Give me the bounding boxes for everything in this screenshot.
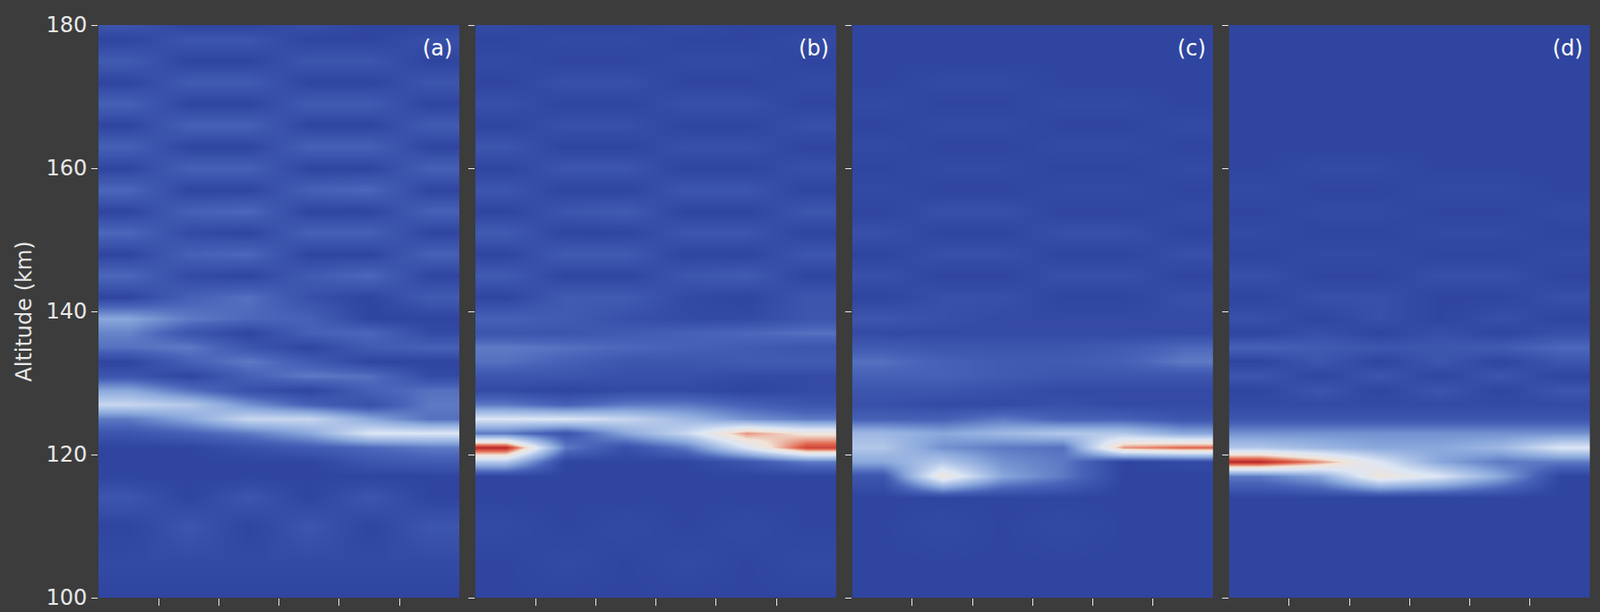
svg-text:(b): (b) [798,35,830,61]
svg-text:(c): (c) [1177,35,1207,61]
svg-text:120: 120 [45,442,87,468]
svg-text:180: 180 [45,12,87,38]
svg-text:(d): (d) [1552,35,1583,61]
svg-text:(a): (a) [422,35,453,61]
svg-text:140: 140 [45,299,87,325]
svg-text:100: 100 [45,585,87,611]
svg-text:Altitude (km): Altitude (km) [11,240,37,382]
svg-text:160: 160 [45,155,87,181]
